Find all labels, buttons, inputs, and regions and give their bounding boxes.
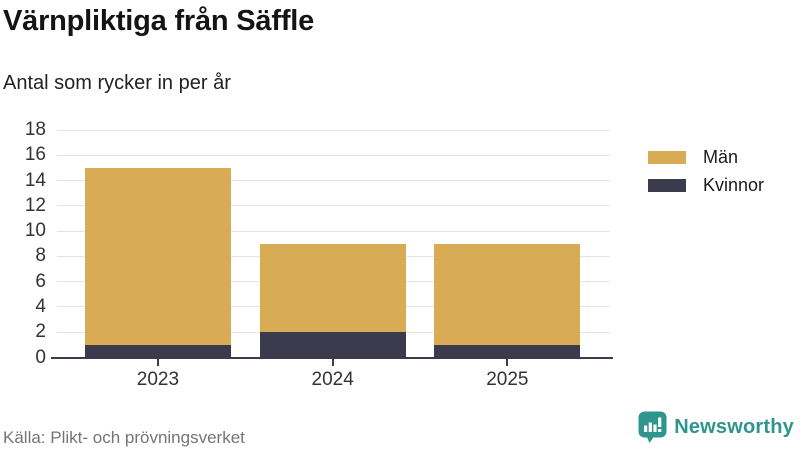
bar-segment-män-2025 [434,243,581,345]
legend-label: Män [703,146,739,167]
newsworthy-bars-icon [638,411,667,444]
legend-item-kvinnor: Kvinnor [648,175,764,195]
legend-swatch [648,178,686,192]
x-axis-tick-label: 2025 [486,368,529,390]
y-axis-tick-label: 10 [24,220,46,242]
x-axis-tick [156,359,159,366]
legend-label: Kvinnor [703,174,765,195]
gridline [57,205,610,207]
y-axis-tick-label: 0 [35,346,46,368]
y-axis-tick-label: 2 [35,321,46,343]
y-axis-tick-label: 14 [24,169,46,191]
source-note: Källa: Plikt- och prövningsverket [3,428,245,447]
legend-item-män: Män [648,147,764,167]
x-axis-line [51,356,613,359]
chart-legend: Män Kvinnor [648,147,764,203]
bar-segment-kvinnor-2024 [259,332,406,358]
bar-segment-kvinnor-2023 [84,344,231,358]
x-axis-tick-label: 2023 [136,368,180,390]
bar-segment-män-2023 [84,167,231,345]
gridline [57,230,610,232]
chart-subtitle: Antal som rycker in per år [3,72,231,94]
y-axis-tick-label: 16 [24,144,46,166]
page-title: Värnpliktiga från Säffle [3,5,315,37]
y-axis-tick-label: 4 [35,295,46,317]
gridline [57,154,610,156]
legend-swatch [648,150,686,164]
bar-segment-kvinnor-2025 [434,344,581,358]
y-axis-tick-label: 12 [24,194,46,216]
y-axis-tick-label: 18 [24,119,46,140]
x-axis-tick [506,359,509,366]
newsworthy-logo[interactable]: Newsworthy [638,411,794,444]
x-axis-tick-label: 2024 [311,368,354,390]
y-axis-tick-label: 8 [35,245,46,267]
x-axis-tick [331,359,334,366]
bar-segment-män-2024 [259,243,406,333]
gridline [57,180,610,182]
gridline [57,129,610,131]
newsworthy-wordmark: Newsworthy [674,416,794,438]
y-axis-tick-label: 6 [35,270,46,292]
